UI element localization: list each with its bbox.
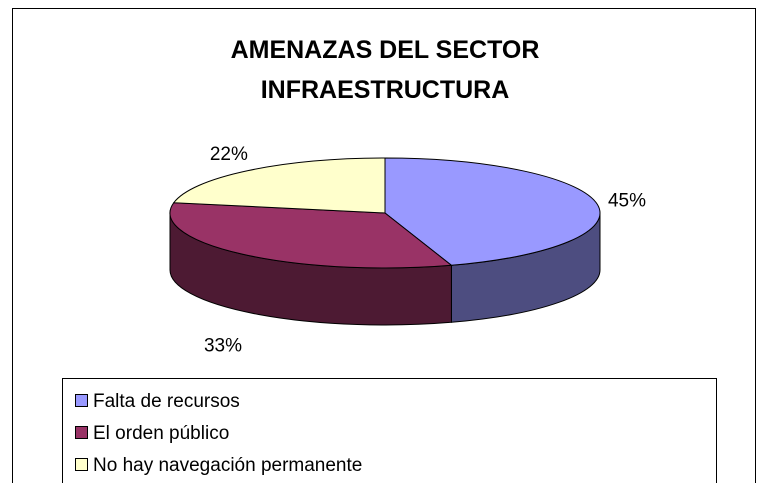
slice [172,157,386,214]
legend-box [62,378,717,483]
legend-label: El orden público [93,423,229,444]
legend-label: Falta de recursos [93,391,240,412]
legend-swatch [75,394,88,407]
data-label: 45% [608,190,646,211]
legend-label: No hay navegación permanente [93,455,362,476]
data-label: 33% [204,335,242,356]
chart-title: AMENAZAS DEL SECTOR INFRAESTRUCTURA [230,36,547,104]
legend-swatch [75,426,88,439]
data-label: 22% [210,144,248,165]
slice [169,202,453,269]
legend-swatch [75,458,88,471]
slice [384,157,601,266]
